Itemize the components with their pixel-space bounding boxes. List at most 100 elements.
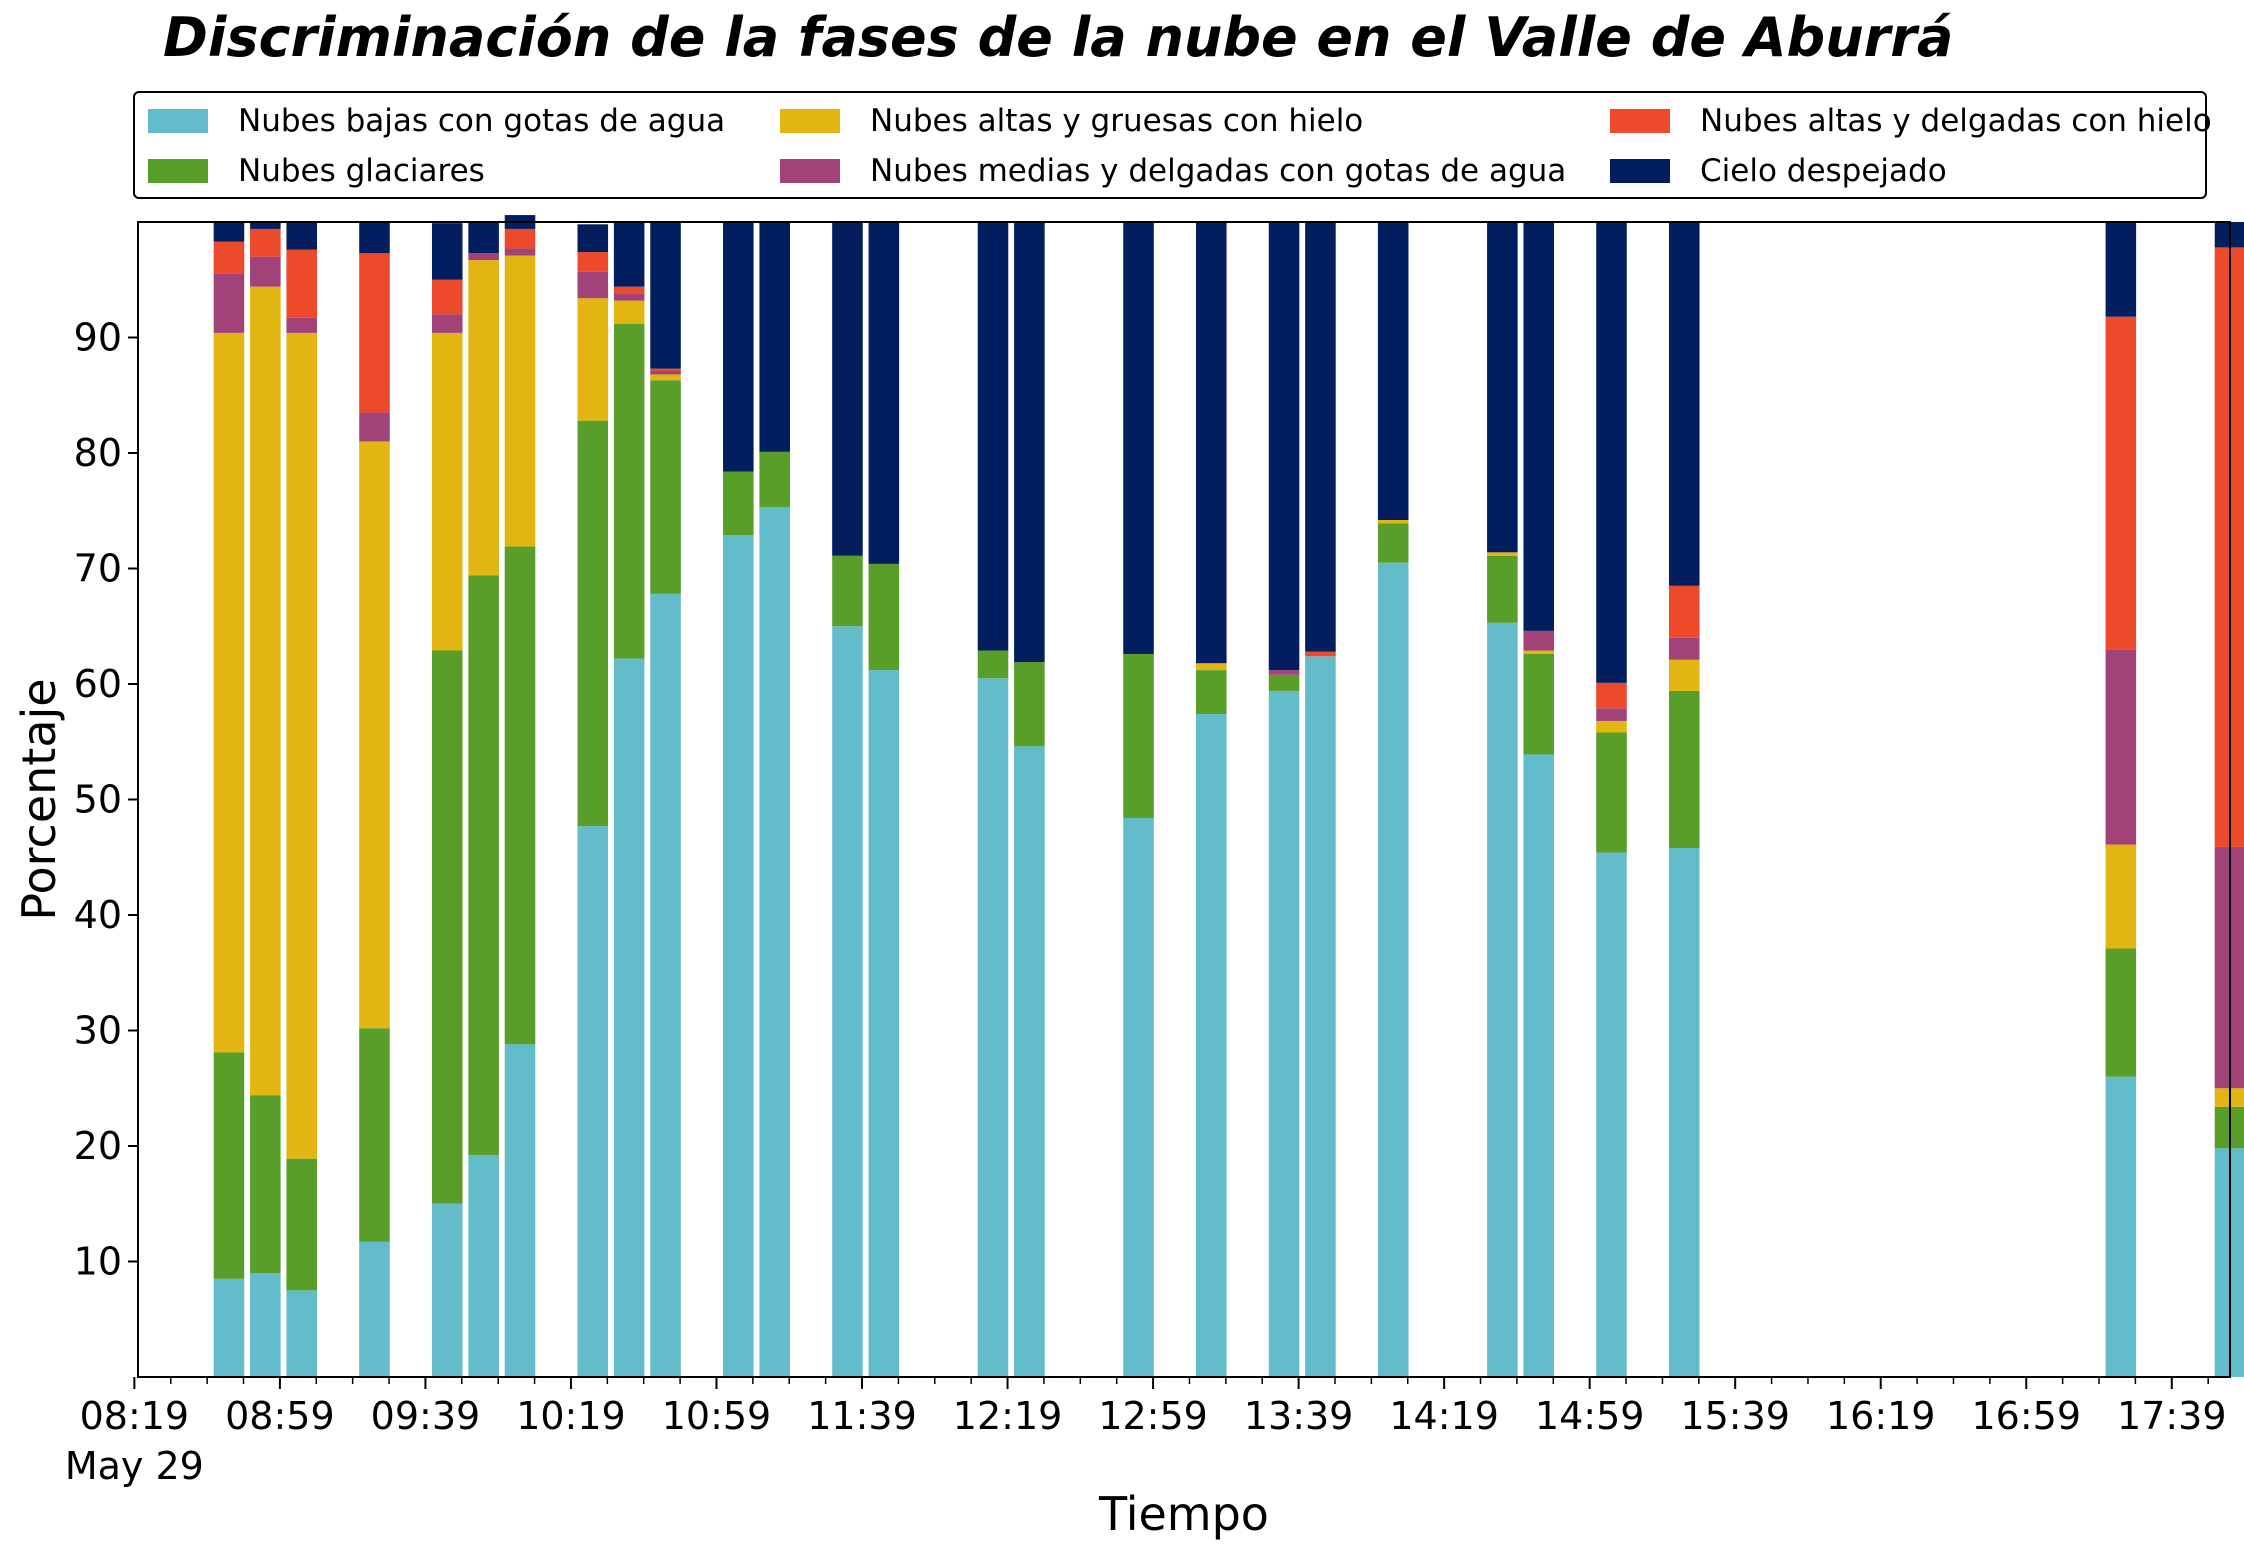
bar-segment-2-21 (1487, 552, 1518, 556)
legend-item-glaciares: Nubes glaciares (148, 153, 485, 189)
x-tick-label: 16:19 (1826, 1394, 1936, 1438)
bar-segment-0-18 (1268, 690, 1300, 1377)
bar-segment-1-4 (431, 650, 463, 1204)
bar-segment-0-13 (868, 670, 900, 1377)
bar-segment-1-20 (1377, 523, 1409, 563)
bar-segment-0-25 (2105, 1076, 2137, 1377)
bar-segment-1-1 (250, 1095, 281, 1274)
bar-segment-4-6 (504, 228, 536, 249)
x-tick-label: 12:19 (953, 1394, 1063, 1438)
bar-segment-2-22 (1523, 650, 1555, 654)
y-axis: 10 20 30 40 50 60 70 80 90 (74, 316, 138, 1284)
legend-item-bajas: Nubes bajas con gotas de agua (148, 103, 725, 139)
y-tick-label: 20 (74, 1124, 122, 1168)
bar-segment-1-23 (1596, 732, 1627, 853)
bar-segment-2-2 (286, 332, 318, 1159)
bar-segment-0-22 (1523, 754, 1555, 1377)
bar-segment-0-7 (577, 826, 609, 1377)
bar-segment-5-22 (1523, 222, 1555, 631)
bar-segment-0-6 (504, 1044, 536, 1377)
legend-item-altas-gruesas: Nubes altas y gruesas con hielo (780, 103, 1363, 139)
bar-segment-3-2 (286, 317, 318, 333)
bar-segment-3-4 (431, 314, 463, 333)
bar-segment-5-7 (577, 224, 609, 253)
bar-segment-5-14 (977, 222, 1009, 651)
bar-segment-0-4 (431, 1203, 463, 1377)
y-tick-label: 80 (74, 431, 122, 475)
bar-segment-4-25 (2105, 316, 2137, 650)
x-tick-label: 13:39 (1244, 1394, 1354, 1438)
bar-segment-5-23 (1596, 222, 1627, 683)
bar-segment-5-1 (250, 222, 281, 229)
legend-swatch-glaciares (148, 159, 208, 183)
bar-segment-1-22 (1523, 653, 1555, 755)
bar-segment-2-6 (504, 255, 536, 547)
bar-segment-2-23 (1596, 720, 1627, 733)
bar-segment-2-7 (577, 298, 609, 421)
bar-segment-2-25 (2105, 844, 2137, 949)
bar-segment-5-17 (1196, 222, 1227, 664)
bar-segment-5-5 (468, 222, 499, 254)
bar-segment-5-13 (868, 222, 900, 564)
x-tick-label: 08:19 (80, 1394, 190, 1438)
bar-segment-3-1 (250, 256, 281, 287)
legend-label-glaciares: Nubes glaciares (238, 153, 485, 189)
bar-segment-1-3 (359, 1028, 390, 1242)
bar-segment-0-16 (1123, 817, 1154, 1377)
bar-segment-0-10 (723, 535, 754, 1377)
bar-segment-2-20 (1377, 519, 1409, 524)
bar-segment-2-24 (1668, 659, 1700, 691)
bar-segment-1-2 (286, 1158, 318, 1291)
legend-swatch-medias-delgadas (780, 159, 840, 183)
bar-segment-3-25 (2105, 649, 2137, 845)
bar-segment-0-11 (759, 507, 790, 1377)
x-tick-sublabel: May 29 (65, 1444, 204, 1488)
x-axis: 08:19 May 29 08:59 09:39 10:19 10:59 11:39 12:1… (65, 1377, 2227, 1488)
bar-segment-2-0 (213, 332, 245, 1053)
bar-segment-1-24 (1668, 690, 1700, 849)
legend: Nubes bajas con gotas de agua Nubes glac… (133, 91, 2212, 199)
bar-segment-5-9 (650, 222, 681, 369)
bar-segment-4-8 (613, 286, 645, 294)
bar-segment-1-10 (723, 471, 754, 536)
y-tick-label: 60 (74, 662, 122, 706)
bar-segment-5-0 (213, 222, 245, 242)
bar-segment-2-8 (613, 300, 645, 324)
bar-segment-5-11 (759, 222, 790, 452)
bar-segment-4-1 (250, 228, 281, 257)
x-tick-label: 10:19 (516, 1394, 626, 1438)
legend-label-altas-delgadas: Nubes altas y delgadas con hielo (1700, 103, 2212, 139)
legend-swatch-altas-delgadas (1610, 109, 1670, 133)
legend-swatch-bajas (148, 109, 208, 133)
y-tick-label: 10 (74, 1240, 122, 1284)
y-tick-label: 30 (74, 1009, 122, 1053)
bar-segment-2-3 (359, 441, 390, 1029)
bar-segment-1-15 (1014, 662, 1045, 747)
y-tick-label: 70 (74, 547, 122, 591)
bar-segment-2-17 (1196, 663, 1227, 671)
legend-item-despejado: Cielo despejado (1610, 153, 1947, 189)
x-tick-label: 17:39 (2117, 1394, 2227, 1438)
legend-item-altas-delgadas: Nubes altas y delgadas con hielo (1610, 103, 2212, 139)
bar-segment-0-24 (1668, 848, 1700, 1377)
bar-segment-1-16 (1123, 653, 1154, 818)
bar-segment-4-0 (213, 241, 245, 274)
legend-swatch-despejado (1610, 159, 1670, 183)
bar-segment-5-18 (1268, 222, 1300, 671)
bar-segment-0-9 (650, 593, 681, 1377)
bar-segment-2-9 (650, 374, 681, 381)
bar-segment-0-17 (1196, 714, 1227, 1377)
bar-segment-2-5 (468, 260, 499, 576)
y-tick-label: 40 (74, 893, 122, 937)
bar-segment-1-25 (2105, 948, 2137, 1077)
bar-segment-5-21 (1487, 222, 1518, 553)
bar-segment-0-1 (250, 1273, 281, 1377)
bars-group (213, 215, 2244, 1377)
x-tick-label: 12:59 (1098, 1394, 1208, 1438)
bar-segment-5-2 (286, 222, 318, 250)
x-tick-label: 11:39 (807, 1394, 917, 1438)
bar-segment-3-0 (213, 273, 245, 333)
bar-segment-3-24 (1668, 637, 1700, 660)
x-tick-label: 14:19 (1389, 1394, 1499, 1438)
bar-segment-0-0 (213, 1278, 245, 1377)
